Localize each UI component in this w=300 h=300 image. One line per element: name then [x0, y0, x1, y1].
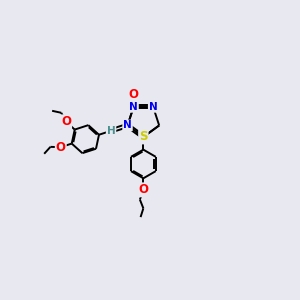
Text: N: N — [149, 102, 158, 112]
Text: O: O — [138, 183, 148, 196]
Text: S: S — [139, 130, 148, 143]
Text: O: O — [61, 115, 71, 128]
Text: N: N — [129, 102, 138, 112]
Text: O: O — [129, 88, 139, 101]
Text: O: O — [56, 141, 66, 154]
Text: H: H — [107, 126, 116, 136]
Text: N: N — [123, 121, 132, 130]
